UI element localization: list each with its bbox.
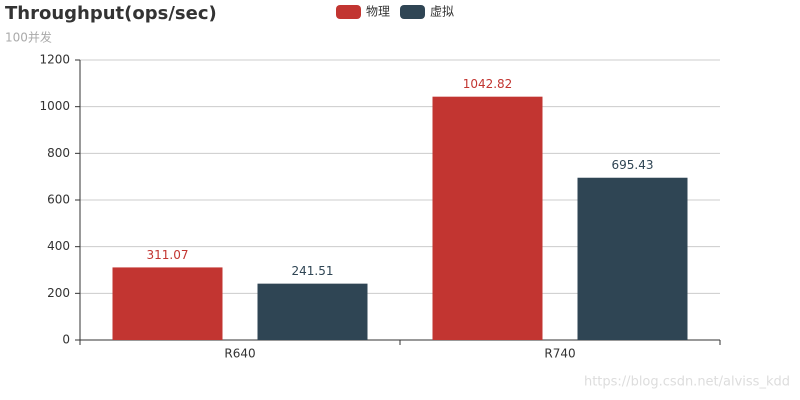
legend-label: 虚拟 <box>430 5 454 19</box>
y-tick-label: 1000 <box>39 99 70 113</box>
legend-label: 物理 <box>366 5 390 19</box>
bar <box>577 177 688 340</box>
value-label: 241.51 <box>292 264 334 278</box>
bar <box>257 283 368 340</box>
value-label: 1042.82 <box>463 77 513 91</box>
y-tick-label: 400 <box>47 239 70 253</box>
y-tick-label: 800 <box>47 146 70 160</box>
watermark: https://blog.csdn.net/alviss_kdd <box>584 375 790 390</box>
y-tick-label: 200 <box>47 286 70 300</box>
value-label: 695.43 <box>612 158 654 172</box>
bar <box>432 96 543 341</box>
legend-swatch <box>400 5 425 19</box>
chart-subtitle: 100并发 <box>5 30 52 45</box>
bar <box>112 267 223 340</box>
y-tick-label: 0 <box>62 333 70 347</box>
y-tick-label: 600 <box>47 193 70 207</box>
value-label: 311.07 <box>147 248 189 262</box>
x-tick-label: R640 <box>224 347 255 361</box>
x-tick-label: R740 <box>544 347 575 361</box>
legend-swatch <box>336 5 361 19</box>
chart-title: Throughput(ops/sec) <box>5 3 217 24</box>
y-tick-label: 1200 <box>39 53 70 67</box>
